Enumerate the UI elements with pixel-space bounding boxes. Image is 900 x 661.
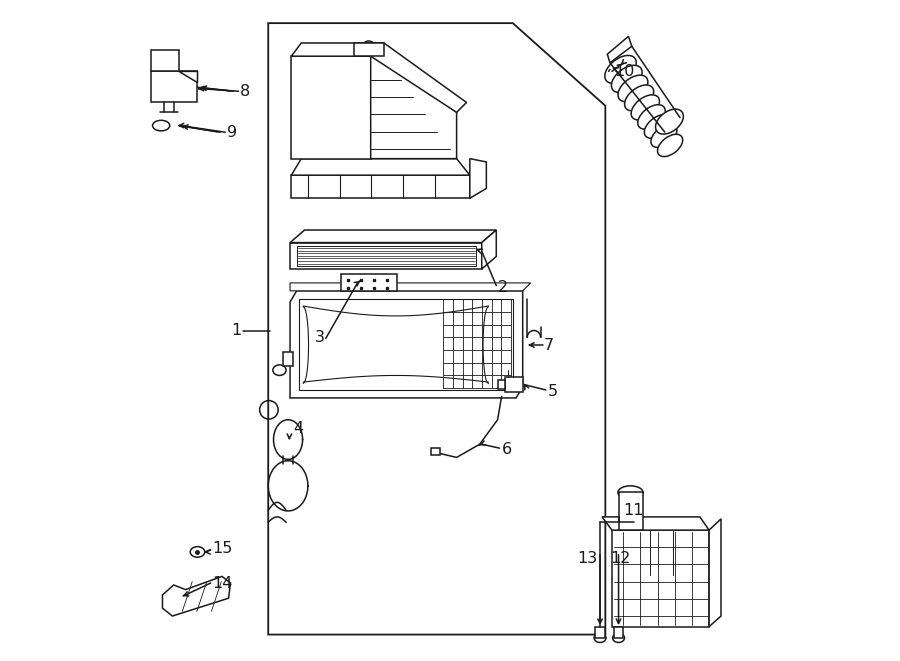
Ellipse shape xyxy=(605,56,636,83)
Polygon shape xyxy=(355,43,384,56)
Polygon shape xyxy=(341,274,397,291)
Ellipse shape xyxy=(618,75,648,102)
Polygon shape xyxy=(163,576,230,616)
Ellipse shape xyxy=(650,561,673,589)
Polygon shape xyxy=(431,448,440,455)
Ellipse shape xyxy=(613,633,625,642)
Polygon shape xyxy=(292,159,470,175)
Polygon shape xyxy=(618,492,643,530)
Text: 3: 3 xyxy=(314,330,324,344)
Polygon shape xyxy=(371,56,456,159)
Circle shape xyxy=(216,584,228,596)
Ellipse shape xyxy=(190,547,205,557)
Text: 5: 5 xyxy=(548,384,558,399)
Ellipse shape xyxy=(594,633,606,642)
Text: 11: 11 xyxy=(624,503,644,518)
Polygon shape xyxy=(151,50,179,71)
Polygon shape xyxy=(290,243,482,269)
Polygon shape xyxy=(292,43,384,56)
Text: 13: 13 xyxy=(578,551,598,566)
Polygon shape xyxy=(608,36,632,63)
Ellipse shape xyxy=(631,95,660,120)
Polygon shape xyxy=(179,71,197,83)
Ellipse shape xyxy=(655,109,683,134)
Polygon shape xyxy=(292,175,470,198)
Ellipse shape xyxy=(658,134,683,157)
Polygon shape xyxy=(505,377,523,392)
Text: 2: 2 xyxy=(498,280,508,295)
Text: 14: 14 xyxy=(212,576,232,590)
Polygon shape xyxy=(470,159,486,198)
Text: 10: 10 xyxy=(614,64,634,79)
Polygon shape xyxy=(612,530,709,627)
Ellipse shape xyxy=(618,486,643,499)
Polygon shape xyxy=(290,283,531,291)
Text: 1: 1 xyxy=(231,323,242,338)
Text: 12: 12 xyxy=(610,551,631,566)
Polygon shape xyxy=(596,627,605,638)
Polygon shape xyxy=(602,517,709,530)
Polygon shape xyxy=(482,230,496,269)
Polygon shape xyxy=(292,56,371,159)
Polygon shape xyxy=(709,519,721,627)
Text: 6: 6 xyxy=(501,442,512,457)
Text: 8: 8 xyxy=(239,84,250,98)
Polygon shape xyxy=(151,71,197,102)
Circle shape xyxy=(259,401,278,419)
Polygon shape xyxy=(499,380,505,389)
Ellipse shape xyxy=(638,104,665,129)
Text: 9: 9 xyxy=(227,125,237,139)
Circle shape xyxy=(167,599,180,611)
Polygon shape xyxy=(290,291,523,398)
Text: 4: 4 xyxy=(292,421,303,436)
Ellipse shape xyxy=(153,120,170,131)
Ellipse shape xyxy=(644,114,671,138)
Text: 15: 15 xyxy=(212,541,232,556)
Polygon shape xyxy=(290,230,496,243)
Polygon shape xyxy=(371,43,466,112)
Ellipse shape xyxy=(273,365,286,375)
Circle shape xyxy=(362,41,375,54)
Ellipse shape xyxy=(611,65,642,93)
Text: 7: 7 xyxy=(544,338,554,352)
Polygon shape xyxy=(284,352,292,366)
Polygon shape xyxy=(614,627,623,638)
Ellipse shape xyxy=(625,85,653,111)
Ellipse shape xyxy=(651,124,677,147)
